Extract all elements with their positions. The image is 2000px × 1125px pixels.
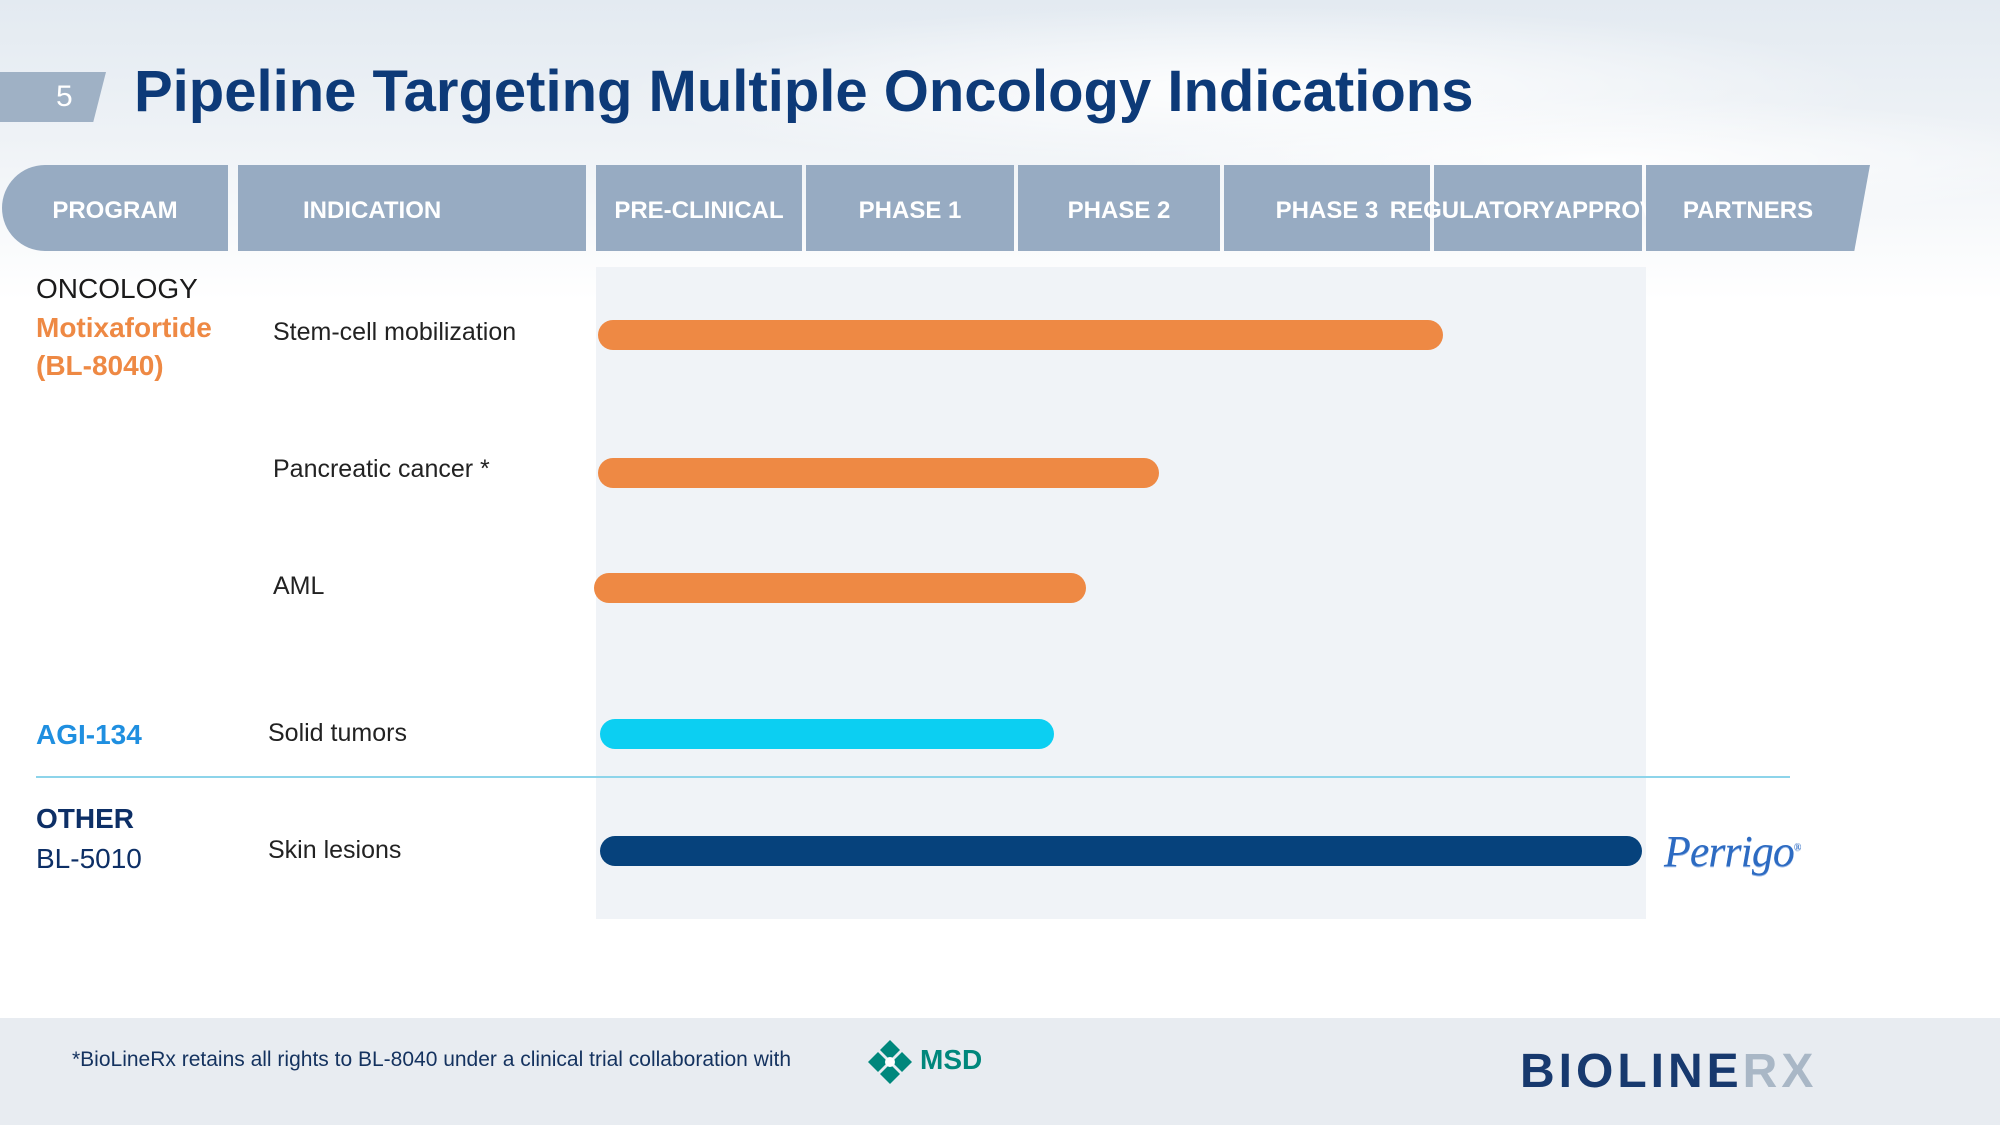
program-label-motixafortide: Motixafortide	[36, 312, 212, 343]
indication-aml: AML	[273, 572, 325, 600]
header-phase-2: PHASE 2	[1018, 165, 1220, 251]
header-phase-1: PHASE 1	[806, 165, 1014, 251]
header-phase-3: PHASE 3	[1224, 165, 1430, 251]
bar-skin-lesions	[600, 836, 1642, 866]
slide-number-tab	[0, 72, 106, 122]
indication-solid-tumors: Solid tumors	[268, 719, 407, 747]
msd-logo-icon	[868, 1040, 912, 1084]
company-logo: BIOLINERX	[1520, 1044, 1817, 1099]
header-regulatory-approval: REGULATORY APPROVAL	[1390, 165, 1686, 251]
program-label-bl8040: (BL-8040)	[36, 350, 164, 381]
partner-logo-perrigo: Perrigo®	[1664, 827, 1801, 876]
bar-stem-cell-mobilization	[598, 320, 1443, 350]
footer-band	[0, 1018, 2000, 1125]
header-regulatory-line1: REGULATORY	[1389, 197, 1555, 224]
page-title: Pipeline Targeting Multiple Oncology Ind…	[134, 59, 1474, 124]
company-logo-part1: BIOLINE	[1520, 1045, 1743, 1098]
bar-solid-tumors	[600, 719, 1054, 749]
group-label-other: OTHER	[36, 803, 134, 834]
bar-aml	[594, 573, 1086, 603]
background-sky	[0, 0, 2000, 300]
group-separator	[36, 776, 1790, 778]
msd-logo-text: MSD	[920, 1044, 983, 1075]
partner-logo-text: Perrigo	[1664, 827, 1795, 876]
indication-pancreatic: Pancreatic cancer *	[273, 455, 490, 483]
slide-number: 5	[56, 80, 73, 113]
company-logo-part2: RX	[1742, 1045, 1818, 1098]
bar-pancreatic-cancer	[598, 458, 1159, 488]
indication-stem-cell: Stem-cell mobilization	[273, 318, 517, 346]
header-program: PROGRAM	[2, 165, 228, 251]
indication-skin-lesions: Skin lesions	[268, 836, 402, 864]
program-label-agi134: AGI-134	[36, 719, 142, 750]
header-partners: PARTNERS	[1646, 165, 1870, 251]
group-label-oncology: ONCOLOGY	[36, 273, 198, 304]
program-label-bl5010: BL-5010	[36, 843, 142, 874]
header-preclinical: PRE-CLINICAL	[596, 165, 802, 251]
header-indication: INDICATION	[238, 165, 586, 251]
footnote: *BioLineRx retains all rights to BL-8040…	[72, 1048, 792, 1071]
